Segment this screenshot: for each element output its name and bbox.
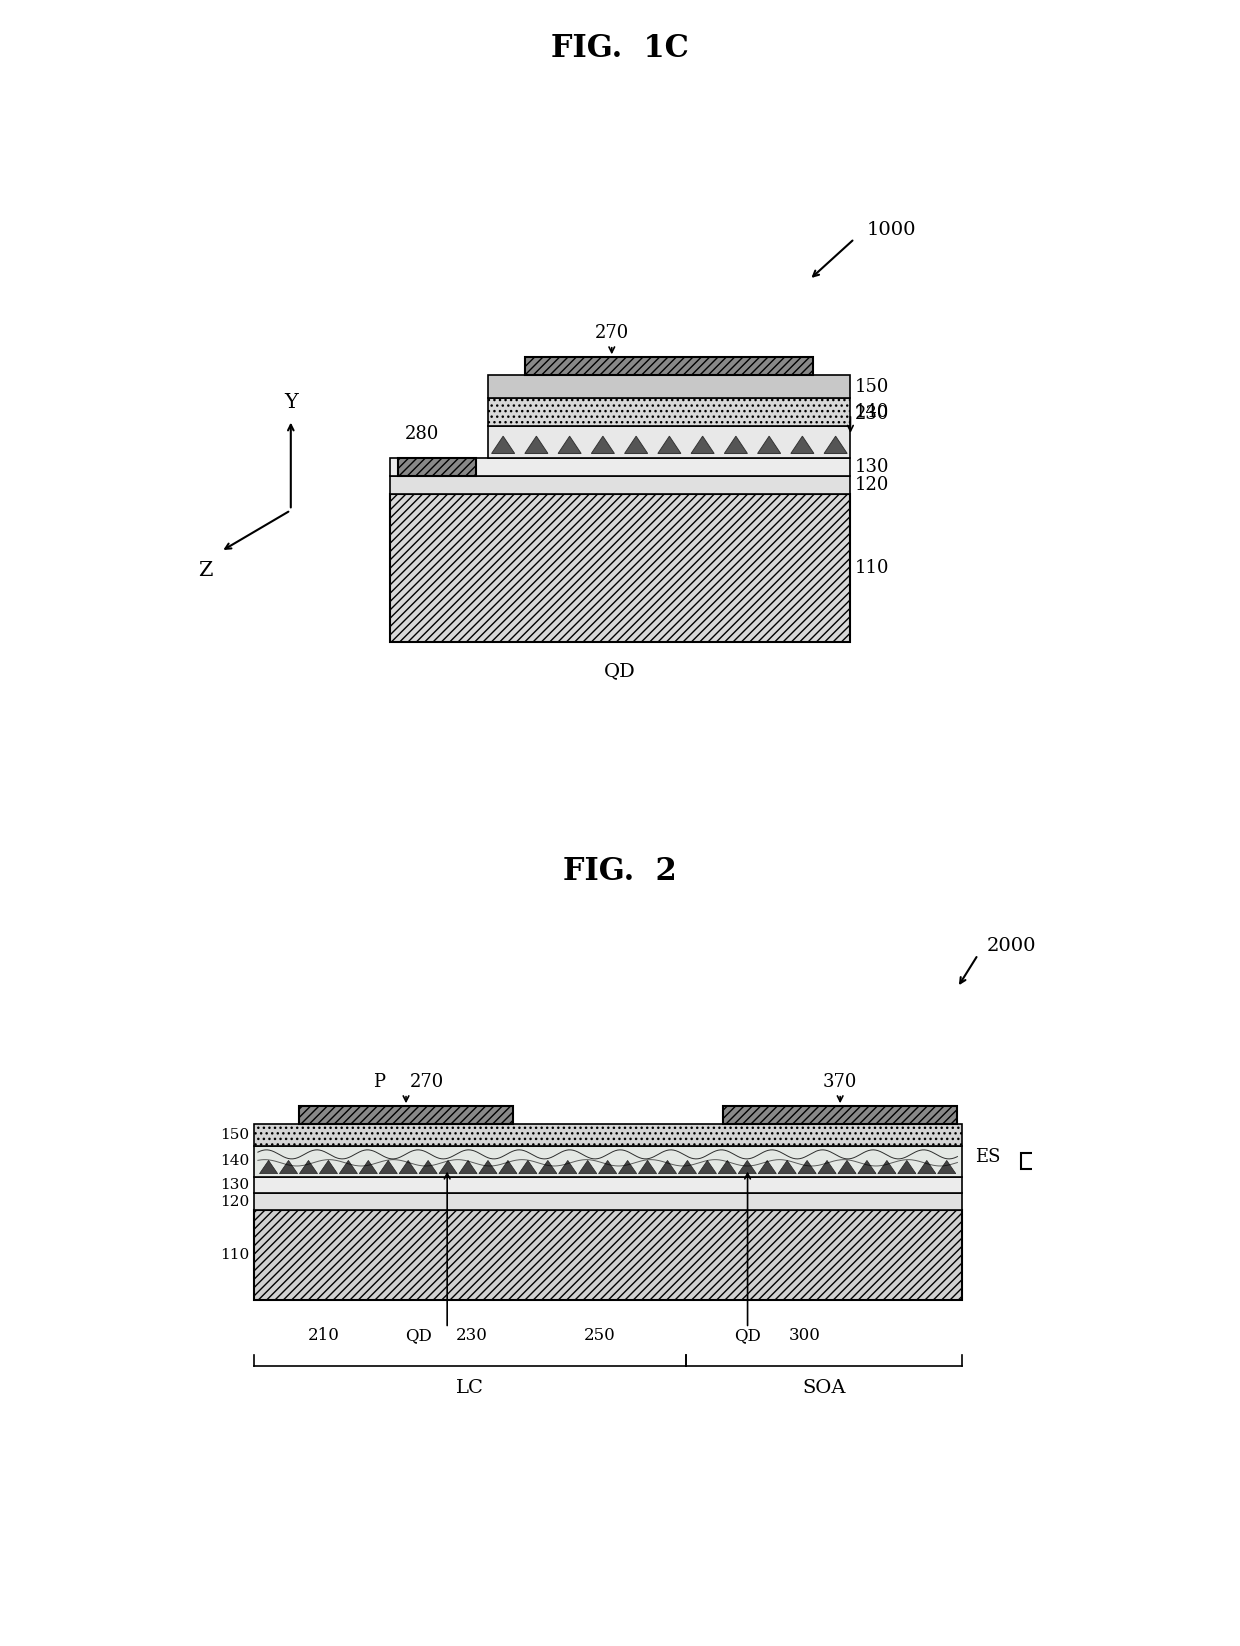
Text: 2000: 2000 bbox=[986, 938, 1035, 955]
Polygon shape bbox=[625, 436, 647, 454]
Text: P: P bbox=[373, 1073, 386, 1091]
Polygon shape bbox=[491, 436, 515, 454]
Polygon shape bbox=[724, 436, 748, 454]
Text: 1000: 1000 bbox=[867, 222, 916, 239]
Bar bbox=[389, 476, 851, 494]
Bar bbox=[254, 1124, 961, 1146]
Polygon shape bbox=[799, 1160, 816, 1174]
Polygon shape bbox=[619, 1160, 636, 1174]
Text: 150: 150 bbox=[221, 1128, 249, 1142]
Text: 140: 140 bbox=[221, 1154, 249, 1169]
Polygon shape bbox=[658, 436, 681, 454]
Text: 120: 120 bbox=[854, 476, 889, 494]
Polygon shape bbox=[678, 1160, 697, 1174]
Polygon shape bbox=[299, 1160, 317, 1174]
Polygon shape bbox=[898, 1160, 916, 1174]
Text: LC: LC bbox=[456, 1379, 484, 1396]
Text: FIG.  1C: FIG. 1C bbox=[551, 33, 689, 64]
Text: 150: 150 bbox=[854, 379, 889, 395]
Polygon shape bbox=[259, 1160, 278, 1174]
Polygon shape bbox=[878, 1160, 897, 1174]
Text: ES: ES bbox=[976, 1149, 1001, 1165]
Text: 120: 120 bbox=[221, 1195, 249, 1208]
Text: 110: 110 bbox=[221, 1248, 249, 1262]
Polygon shape bbox=[818, 1160, 836, 1174]
Text: QD: QD bbox=[734, 1327, 761, 1345]
Polygon shape bbox=[691, 436, 714, 454]
Polygon shape bbox=[379, 1160, 397, 1174]
Polygon shape bbox=[918, 1160, 936, 1174]
Polygon shape bbox=[738, 1160, 756, 1174]
Bar bbox=[299, 1106, 513, 1124]
Text: SOA: SOA bbox=[802, 1379, 846, 1396]
Polygon shape bbox=[419, 1160, 438, 1174]
Polygon shape bbox=[718, 1160, 737, 1174]
Polygon shape bbox=[439, 1160, 458, 1174]
Polygon shape bbox=[525, 436, 548, 454]
Bar bbox=[398, 458, 476, 476]
Polygon shape bbox=[558, 436, 582, 454]
Polygon shape bbox=[591, 436, 614, 454]
Bar bbox=[526, 357, 813, 375]
Text: Z: Z bbox=[198, 561, 212, 581]
Polygon shape bbox=[518, 1160, 537, 1174]
Text: QD: QD bbox=[405, 1327, 432, 1345]
Polygon shape bbox=[360, 1160, 377, 1174]
Text: 270: 270 bbox=[595, 324, 629, 342]
Polygon shape bbox=[399, 1160, 417, 1174]
Polygon shape bbox=[320, 1160, 337, 1174]
Bar bbox=[1021, 1152, 1061, 1169]
Text: 300: 300 bbox=[789, 1327, 821, 1345]
Text: 230: 230 bbox=[456, 1327, 487, 1345]
Polygon shape bbox=[937, 1160, 956, 1174]
Polygon shape bbox=[279, 1160, 298, 1174]
Polygon shape bbox=[479, 1160, 497, 1174]
Text: 210: 210 bbox=[308, 1327, 340, 1345]
Polygon shape bbox=[779, 1160, 796, 1174]
Polygon shape bbox=[559, 1160, 577, 1174]
Text: 140: 140 bbox=[854, 403, 889, 421]
Text: 370: 370 bbox=[823, 1073, 857, 1091]
Bar bbox=[254, 1146, 961, 1177]
Text: QD: QD bbox=[604, 663, 636, 680]
Text: 230: 230 bbox=[854, 405, 889, 423]
Polygon shape bbox=[579, 1160, 596, 1174]
Polygon shape bbox=[791, 436, 813, 454]
Text: Y: Y bbox=[284, 392, 298, 412]
Bar bbox=[254, 1193, 961, 1210]
Polygon shape bbox=[459, 1160, 477, 1174]
Polygon shape bbox=[340, 1160, 357, 1174]
Polygon shape bbox=[858, 1160, 875, 1174]
Text: 130: 130 bbox=[221, 1179, 249, 1192]
Text: 250: 250 bbox=[584, 1327, 615, 1345]
Polygon shape bbox=[758, 436, 781, 454]
Polygon shape bbox=[658, 1160, 677, 1174]
Polygon shape bbox=[639, 1160, 657, 1174]
Polygon shape bbox=[838, 1160, 856, 1174]
Polygon shape bbox=[758, 1160, 776, 1174]
Bar bbox=[489, 398, 851, 426]
Bar bbox=[254, 1210, 961, 1300]
Text: 270: 270 bbox=[410, 1073, 444, 1091]
Polygon shape bbox=[538, 1160, 557, 1174]
Bar bbox=[489, 375, 851, 398]
Text: 130: 130 bbox=[854, 458, 889, 476]
Text: 280: 280 bbox=[405, 425, 440, 443]
Polygon shape bbox=[599, 1160, 616, 1174]
Bar bbox=[389, 458, 851, 476]
Polygon shape bbox=[498, 1160, 517, 1174]
Bar bbox=[389, 494, 851, 642]
Text: FIG.  2: FIG. 2 bbox=[563, 856, 677, 887]
Bar bbox=[489, 426, 851, 458]
Bar bbox=[723, 1106, 957, 1124]
Text: 110: 110 bbox=[854, 560, 889, 576]
Polygon shape bbox=[698, 1160, 717, 1174]
Polygon shape bbox=[825, 436, 847, 454]
Polygon shape bbox=[1061, 1142, 1091, 1179]
Bar bbox=[254, 1177, 961, 1193]
